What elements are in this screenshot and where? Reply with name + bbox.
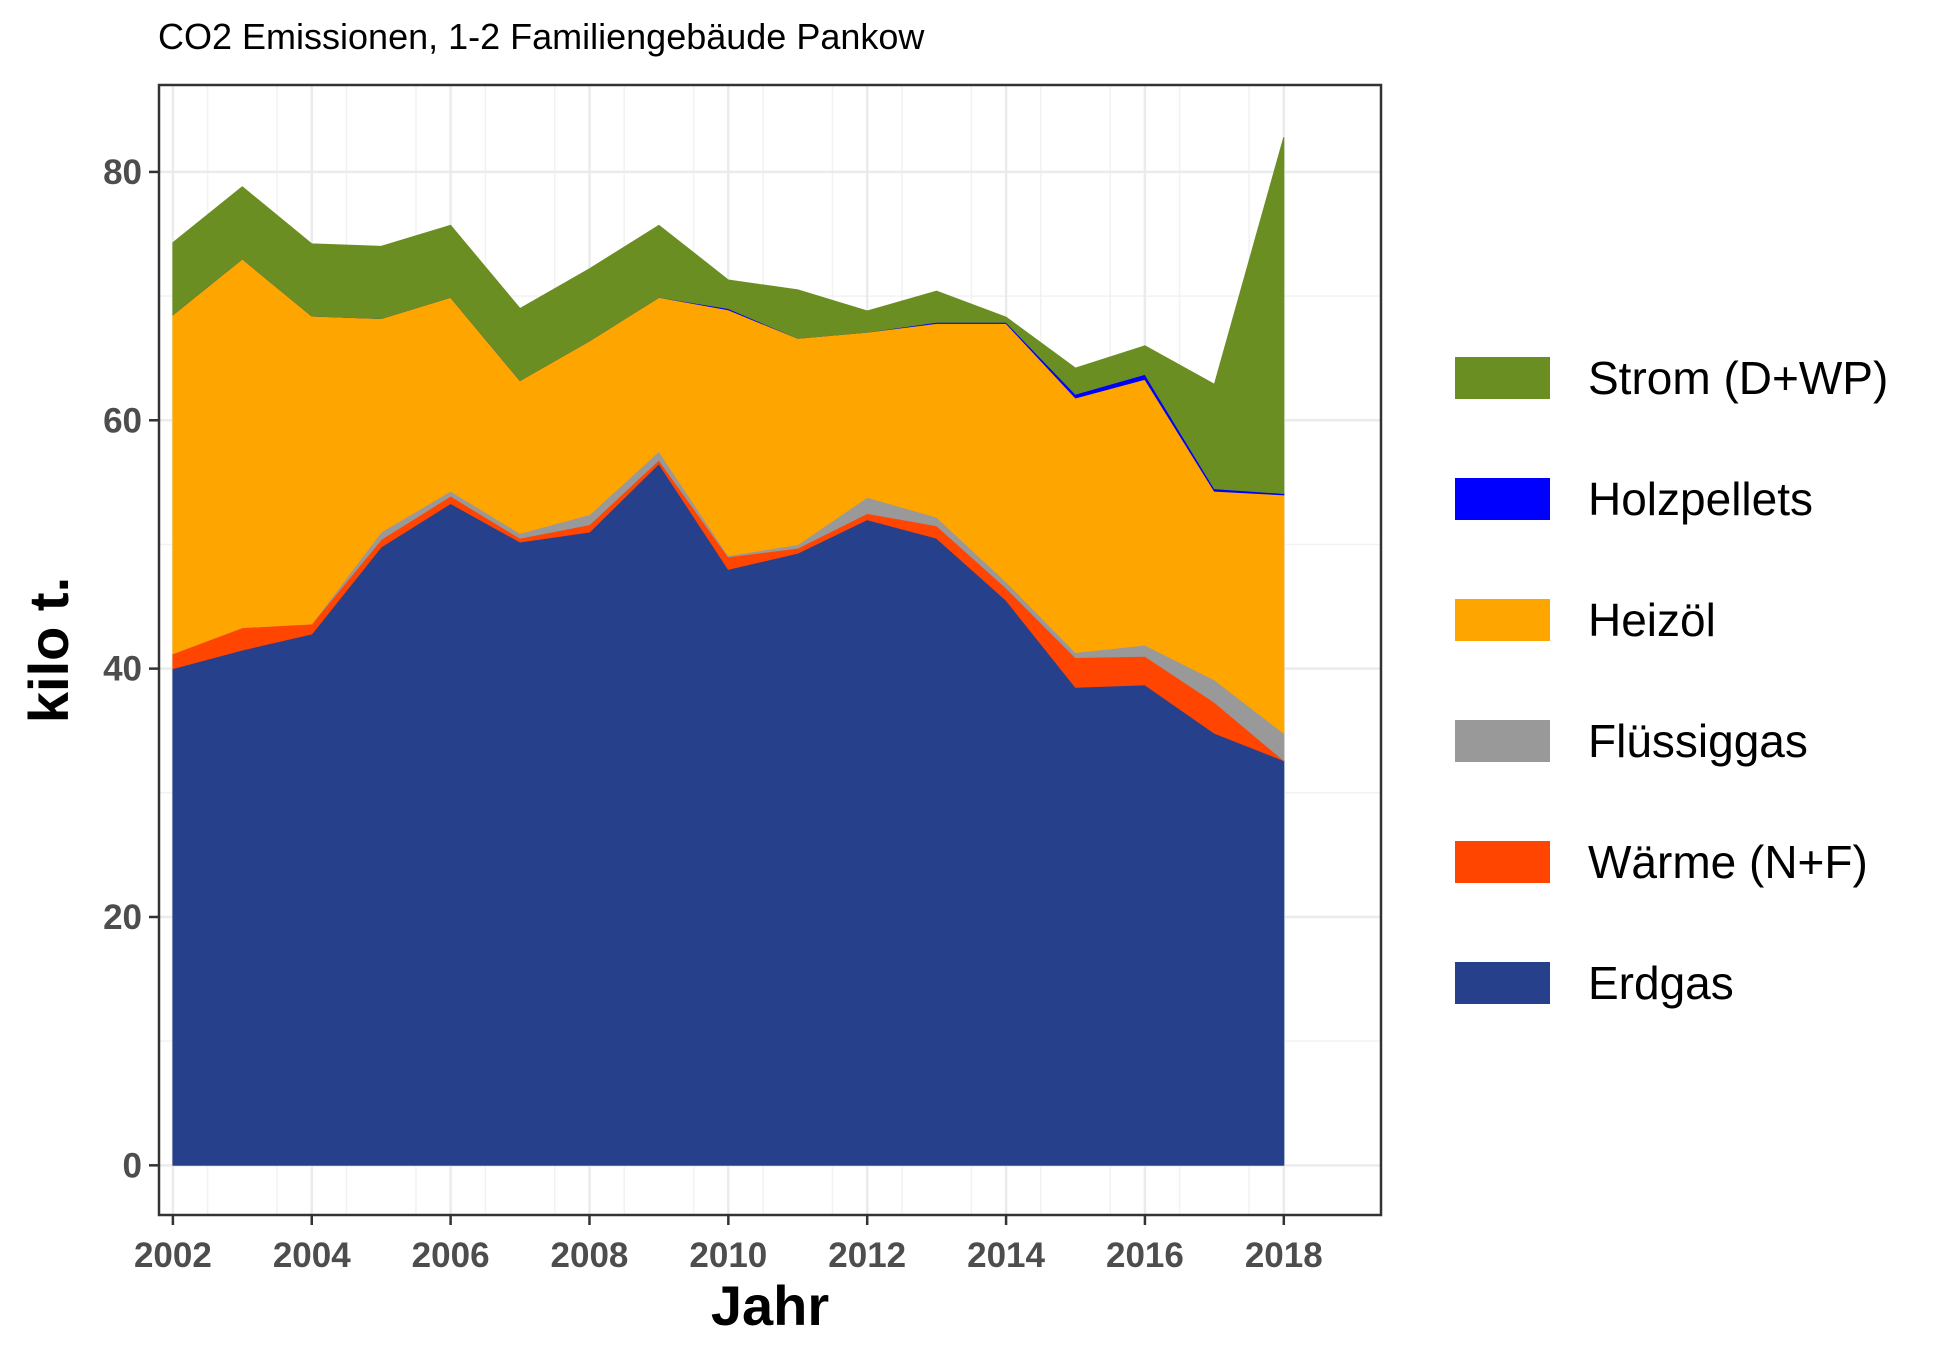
- legend-key-heizöl: [1455, 599, 1550, 641]
- legend-key-holzpellets: [1455, 478, 1550, 520]
- y-tick-label: 60: [103, 401, 142, 440]
- legend-key-flüssiggas: [1455, 720, 1550, 762]
- panel-border: [157, 83, 1383, 1217]
- x-tick-label: 2014: [967, 1236, 1045, 1275]
- x-tick-label: 2006: [412, 1236, 490, 1275]
- x-tick-label: 2010: [689, 1236, 767, 1275]
- legend-label-holzpellets: Holzpellets: [1588, 473, 1813, 525]
- y-tick-label: 80: [103, 153, 142, 192]
- y-axis-title: kilo t.: [17, 577, 80, 723]
- y-axis: 0 20 40 60 80: [103, 153, 159, 1185]
- legend-label-wärme-n-f: Wärme (N+F): [1588, 836, 1868, 888]
- x-tick-label: 2004: [273, 1236, 351, 1275]
- legend-label-strom-d-wp: Strom (D+WP): [1588, 352, 1888, 404]
- x-tick-label: 2016: [1106, 1236, 1184, 1275]
- legend-key-erdgas: [1455, 962, 1550, 1004]
- legend-label-erdgas: Erdgas: [1588, 957, 1734, 1009]
- x-tick-label: 2018: [1245, 1236, 1323, 1275]
- area-layers: [172, 137, 1285, 1166]
- y-tick-label: 0: [123, 1146, 142, 1185]
- x-tick-label: 2012: [828, 1236, 906, 1275]
- chart-title: CO2 Emissionen, 1-2 Familiengebäude Pank…: [158, 16, 925, 57]
- legend-label-flüssiggas: Flüssiggas: [1588, 715, 1808, 767]
- legend: Strom (D+WP) Holzpellets Heizöl Flüssiggas W…: [1455, 352, 1888, 1009]
- area-strom-d-wp: [172, 137, 1285, 495]
- y-tick-label: 40: [103, 650, 142, 689]
- legend-label-heizöl: Heizöl: [1588, 594, 1716, 646]
- legend-key-strom-d-wp: [1455, 357, 1550, 399]
- legend-key-wärme-n-f: [1455, 841, 1550, 883]
- x-axis-title: Jahr: [711, 1274, 829, 1337]
- y-tick-label: 20: [103, 898, 142, 937]
- x-axis: 2002 2004 2006 2008 2010 2012 2014 2016 2018: [134, 1215, 1323, 1275]
- x-tick-label: 2008: [551, 1236, 629, 1275]
- x-tick-label: 2002: [134, 1236, 212, 1275]
